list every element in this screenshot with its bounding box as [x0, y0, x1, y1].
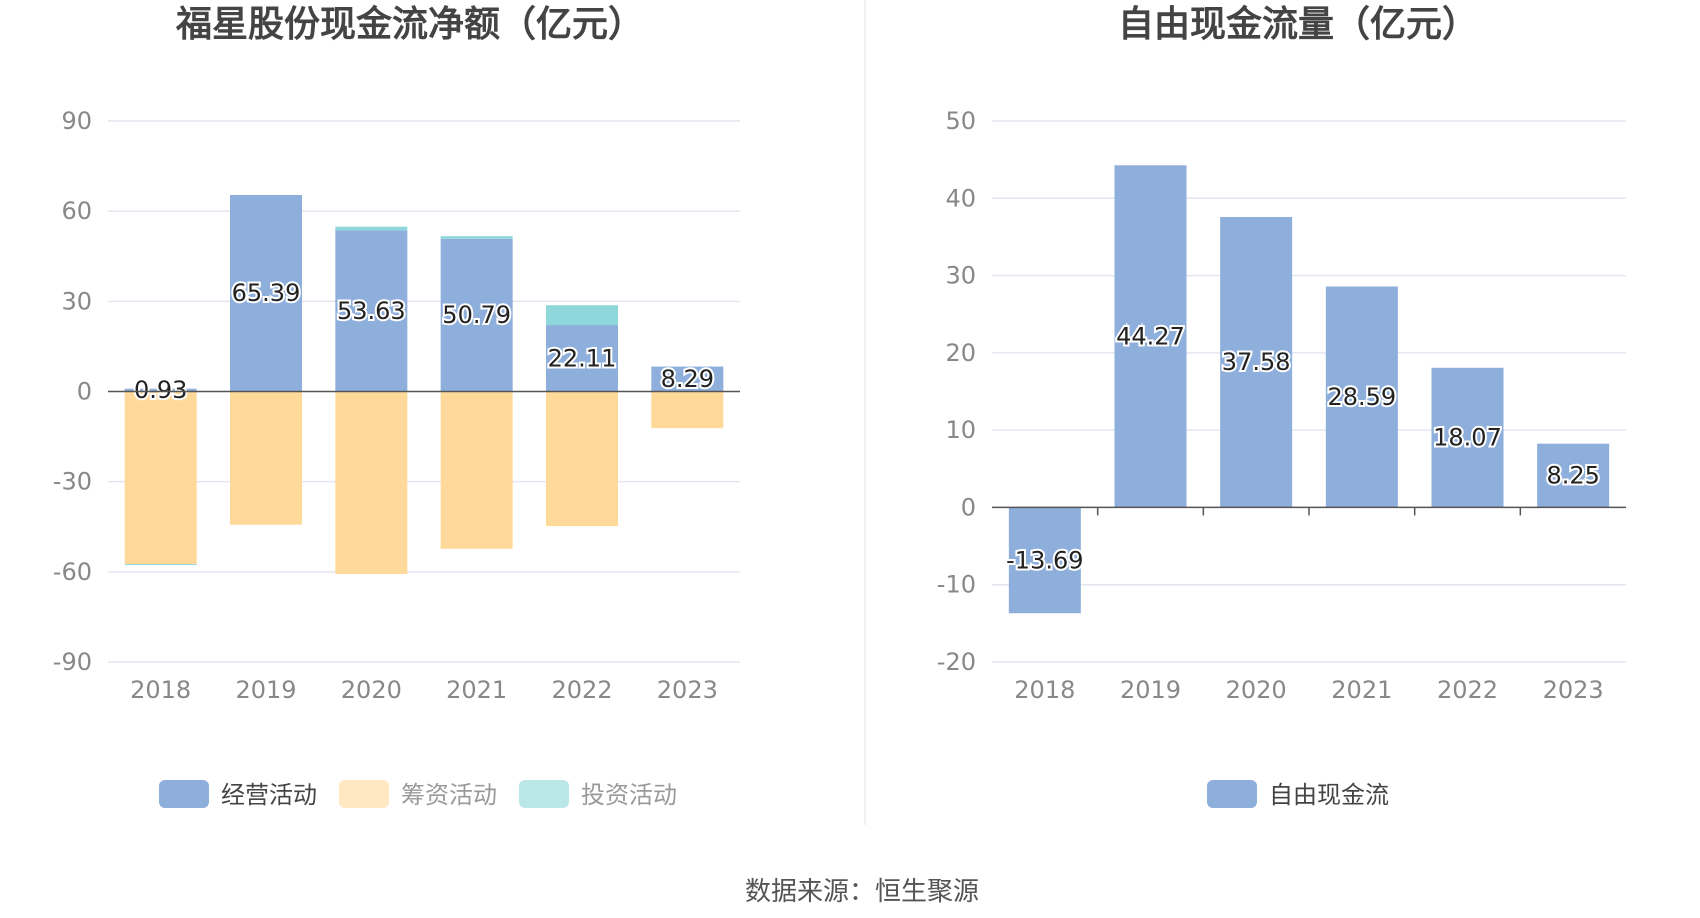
data-label: 0.93: [134, 376, 187, 404]
axes: 90 60 30 0 -30 -60 -90 2018 2019 2020 2021 2022 2023: [53, 107, 740, 704]
x-tick-label: 2022: [551, 676, 612, 704]
y-tick-label: 50: [945, 107, 976, 135]
legend-swatch: [1207, 780, 1257, 808]
y-tick-label: 30: [61, 287, 92, 315]
net-cashflow-chart: 福星股份现金流净额（亿元） 0.93 65.39 53.63 50.79 22.11 8.…: [53, 3, 740, 809]
bars: [1008, 165, 1610, 614]
bar: [651, 366, 724, 392]
y-tick-label: 0: [77, 378, 92, 406]
y-tick-label: -90: [53, 648, 92, 676]
legend-label: 经营活动: [221, 781, 317, 809]
data-label: 18.07: [1433, 424, 1502, 452]
chart-title: 自由现金流量（亿元）: [1118, 3, 1478, 45]
legend-swatch: [519, 780, 569, 808]
bar: [1325, 286, 1398, 508]
x-tick-label: 2021: [1331, 676, 1392, 704]
x-tick-label: 2018: [1014, 676, 1075, 704]
grid-lines: [108, 120, 740, 663]
y-tick-label: -30: [53, 468, 92, 496]
data-labels: 0.93 65.39 53.63 50.79 22.11 8.29: [132, 277, 716, 406]
x-tick-label: 2023: [1543, 676, 1604, 704]
axes: 50 40 30 20 10 0 -10 -20 2018 2019 2020 2021 2022 202…: [937, 107, 1626, 704]
bar: [1220, 216, 1293, 508]
bar: [546, 305, 618, 326]
bar: [546, 391, 618, 527]
free-cashflow-chart: 自由现金流量（亿元） -13.69 44.27 37.58 28.59 18.07 8.2…: [937, 3, 1626, 809]
bar: [124, 391, 197, 565]
data-label: 37.58: [1222, 348, 1291, 376]
bar: [1431, 367, 1504, 508]
x-tick-label: 2020: [341, 676, 402, 704]
bar: [1114, 165, 1187, 508]
data-label: 28.59: [1327, 383, 1396, 411]
legend-label: 自由现金流: [1269, 781, 1389, 809]
bar: [546, 325, 618, 392]
y-tick-label: 60: [61, 197, 92, 225]
y-tick-label: 20: [945, 339, 976, 367]
x-tick-label: 2021: [446, 676, 507, 704]
legend-label: 筹资活动: [401, 781, 497, 809]
bar: [1008, 507, 1081, 614]
data-labels: -13.69 44.27 37.58 28.59 18.07 8.25: [1004, 320, 1602, 576]
data-label: 50.79: [442, 301, 511, 329]
x-tick-label: 2020: [1226, 676, 1287, 704]
x-tick-label: 2018: [130, 676, 191, 704]
bar: [440, 391, 513, 549]
data-label: 53.63: [337, 297, 406, 325]
bar: [335, 391, 408, 574]
data-label: 65.39: [232, 279, 301, 307]
legend-swatch: [159, 780, 209, 808]
y-tick-label: 10: [945, 416, 976, 444]
bar: [335, 226, 408, 231]
y-tick-label: 30: [945, 262, 976, 290]
y-tick-label: 90: [61, 107, 92, 135]
bar: [440, 238, 513, 392]
data-label: 22.11: [548, 344, 617, 372]
x-tick-label: 2019: [235, 676, 296, 704]
data-label: 8.25: [1546, 462, 1599, 490]
legend-label: 投资活动: [581, 781, 677, 809]
x-tick-label: 2019: [1120, 676, 1181, 704]
bar: [124, 564, 197, 566]
data-label: 8.29: [661, 365, 714, 393]
x-tick-label: 2022: [1437, 676, 1498, 704]
bars: [124, 194, 724, 574]
y-tick-label: -10: [937, 571, 976, 599]
data-label: 44.27: [1116, 322, 1185, 350]
bar: [230, 194, 302, 392]
bar: [335, 230, 408, 392]
legend: 经营活动 筹资活动 投资活动: [159, 780, 677, 809]
y-tick-label: -60: [53, 558, 92, 586]
bar: [440, 236, 513, 239]
data-source: 数据来源：恒生聚源: [745, 877, 979, 907]
bar: [124, 388, 197, 392]
y-tick-label: -20: [937, 648, 976, 676]
bar: [1537, 443, 1610, 508]
chart-title: 福星股份现金流净额（亿元）: [175, 3, 644, 45]
data-label: -13.69: [1006, 546, 1083, 574]
x-tick-label: 2023: [657, 676, 718, 704]
bar: [230, 391, 302, 525]
bar: [651, 391, 724, 429]
legend-swatch: [339, 780, 389, 808]
legend: 自由现金流: [1207, 780, 1389, 809]
grid-lines: [992, 120, 1626, 663]
y-tick-label: 0: [961, 493, 976, 521]
y-tick-label: 40: [945, 184, 976, 212]
